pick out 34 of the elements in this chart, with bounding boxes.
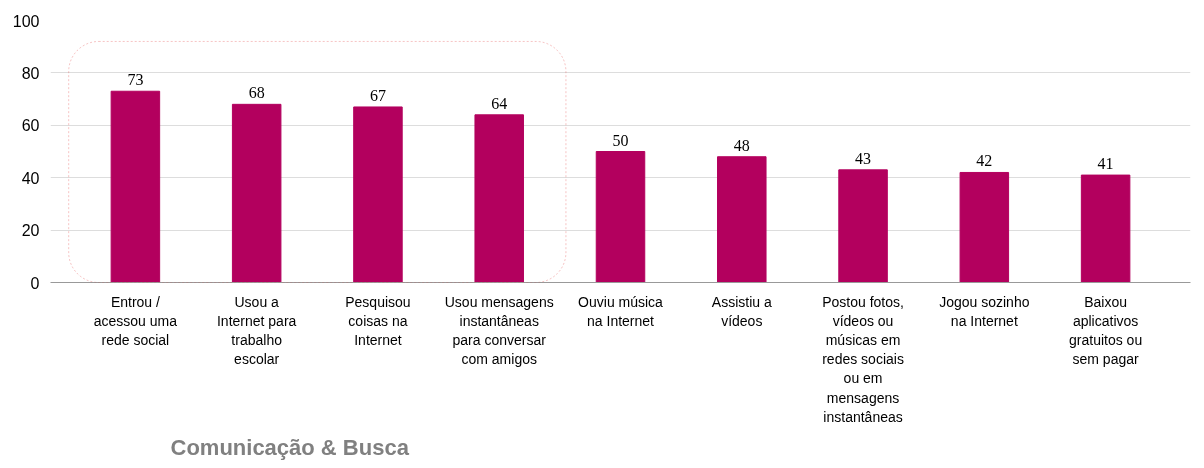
data-label: 64: [491, 94, 508, 112]
data-label: 43: [855, 149, 872, 167]
x-tick-label: Usou a Internet para trabalho escolar: [216, 293, 297, 368]
x-tick-label: Jogou sozinho na Internet: [939, 293, 1030, 329]
bar: [595, 151, 646, 283]
x-tick-label: Ouviu música na Internet: [578, 293, 664, 329]
y-tick-label: 20: [21, 222, 40, 240]
y-tick-label: 80: [21, 64, 40, 82]
bar: [353, 106, 403, 283]
y-tick-label: 0: [30, 274, 40, 292]
bar: [474, 114, 524, 283]
data-label: 48: [733, 136, 750, 154]
data-label: 50: [612, 131, 629, 149]
x-tick-label: Pesquisou coisas na Internet: [345, 293, 411, 348]
x-tick-label: Assistiu a vídeos: [711, 293, 772, 329]
bar: [959, 171, 1010, 283]
text: Comunicação & Busca: [170, 434, 410, 460]
bar: [717, 156, 767, 283]
x-tick-label: Entrou / acessou uma rede social: [93, 293, 178, 348]
data-label: 67: [369, 86, 386, 104]
x-tick-label: Usou mensagens instantâneas para conversar com amigos: [444, 293, 554, 368]
y-tick-label: 60: [21, 117, 40, 135]
data-label: 68: [248, 84, 265, 102]
x-tick-label: Postou fotos, vídeos ou músicas em redes sociais ou em mensagens instantâneas: [822, 293, 904, 425]
x-tick-label: Baixou aplicativos gratuitos ou sem pagar: [1069, 293, 1143, 368]
y-tick-label: 40: [21, 169, 40, 187]
data-label: 42: [976, 152, 993, 170]
data-label: 73: [127, 71, 144, 89]
bar: [838, 169, 888, 283]
y-tick-label: 100: [12, 12, 40, 30]
bar: [110, 90, 161, 283]
bar: [1080, 174, 1131, 283]
bar: [231, 103, 282, 283]
data-label: 41: [1097, 155, 1114, 173]
